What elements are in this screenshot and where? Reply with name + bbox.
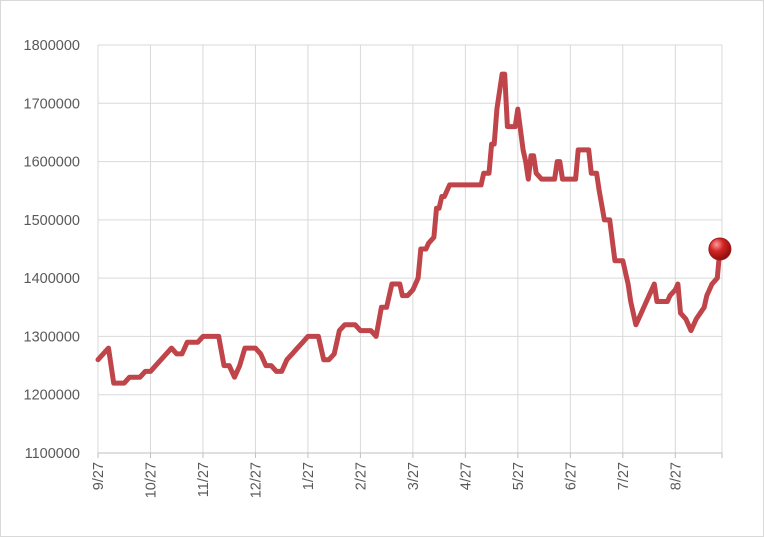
axes: [97, 452, 723, 458]
x-tick-label: 5/27: [511, 462, 527, 490]
x-tick-label: 1/27: [301, 462, 317, 490]
x-tick-label: 7/27: [616, 462, 632, 490]
x-axis-ticks: 9/27 10/27 11/27 12/27 1/27 2/27 3/27 4/27 5/27 6…: [91, 462, 684, 498]
x-tick-label: 10/27: [143, 462, 159, 498]
grid: [97, 44, 723, 454]
x-tick-label: 9/27: [91, 462, 107, 490]
y-tick-label: 1100000: [25, 446, 80, 462]
y-tick-label: 1700000: [24, 96, 80, 112]
end-point-marker: [708, 237, 732, 261]
y-tick-label: 1600000: [24, 155, 80, 171]
y-axis-ticks: 1100000 1200000 1300000 1400000 1500000 16000…: [24, 38, 80, 462]
x-tick-label: 11/27: [196, 462, 212, 497]
y-tick-label: 1300000: [24, 329, 80, 345]
x-tick-label: 4/27: [458, 462, 474, 490]
y-tick-label: 1500000: [24, 213, 80, 229]
x-tick-label: 8/27: [668, 462, 684, 490]
x-tick-label: 6/27: [563, 462, 579, 490]
y-tick-label: 1200000: [24, 388, 80, 404]
x-tick-label: 3/27: [406, 462, 422, 490]
series-line: [95, 71, 723, 386]
y-tick-label: 1400000: [24, 271, 80, 287]
x-tick-label: 2/27: [353, 462, 369, 490]
series-group: [95, 71, 732, 386]
x-tick-label: 12/27: [248, 462, 264, 498]
y-tick-label: 1800000: [24, 38, 80, 54]
